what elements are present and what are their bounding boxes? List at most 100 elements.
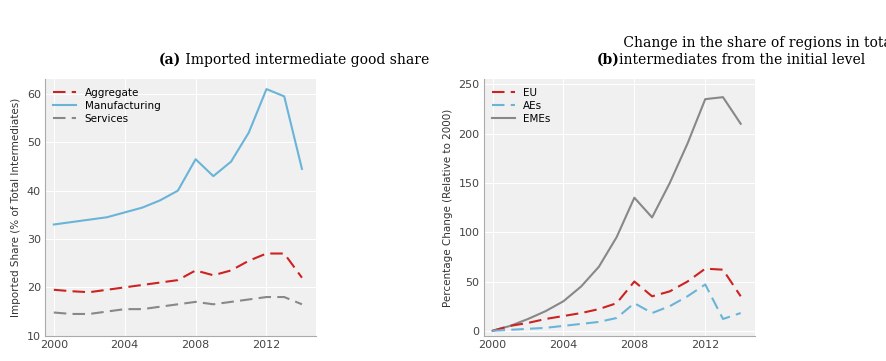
Services	[173, 302, 183, 306]
EU	[734, 294, 745, 299]
Line: Services: Services	[54, 297, 301, 314]
EMEs	[486, 329, 497, 333]
Aggregate	[155, 280, 166, 285]
EU	[504, 324, 515, 328]
AEs	[540, 326, 550, 330]
AEs	[557, 324, 568, 328]
AEs	[646, 311, 657, 315]
Manufacturing	[137, 205, 148, 210]
AEs	[610, 316, 621, 320]
Aggregate	[208, 273, 219, 278]
Line: Aggregate: Aggregate	[54, 253, 301, 292]
Aggregate	[190, 268, 201, 273]
Aggregate	[102, 288, 113, 292]
EU	[593, 307, 603, 311]
Services	[102, 309, 113, 314]
Legend: EU, AEs, EMEs: EU, AEs, EMEs	[488, 84, 553, 127]
EMEs	[734, 122, 745, 126]
Line: Manufacturing: Manufacturing	[54, 89, 301, 225]
EMEs	[522, 317, 532, 321]
Services	[120, 307, 130, 311]
EMEs	[504, 324, 515, 328]
EU	[628, 279, 639, 284]
Manufacturing	[155, 198, 166, 203]
EU	[540, 317, 550, 321]
Services	[84, 312, 95, 316]
AEs	[504, 328, 515, 332]
EU	[557, 314, 568, 318]
Y-axis label: Imported Share (% of Total Intermediates): Imported Share (% of Total Intermediates…	[12, 98, 21, 317]
Services	[137, 307, 148, 311]
Manufacturing	[102, 215, 113, 219]
AEs	[486, 329, 497, 333]
Manufacturing	[173, 188, 183, 193]
AEs	[628, 301, 639, 305]
Manufacturing	[120, 210, 130, 214]
AEs	[522, 327, 532, 331]
EU	[664, 289, 674, 293]
Services	[49, 310, 59, 315]
AEs	[717, 317, 727, 321]
AEs	[593, 320, 603, 324]
Text: (a): (a)	[158, 53, 181, 67]
Services	[243, 297, 253, 302]
AEs	[575, 322, 586, 326]
Manufacturing	[49, 222, 59, 227]
EU	[699, 266, 710, 271]
Services	[66, 312, 77, 316]
Aggregate	[173, 278, 183, 282]
Text: Imported intermediate good share: Imported intermediate good share	[181, 53, 428, 67]
Manufacturing	[208, 174, 219, 178]
Aggregate	[243, 258, 253, 263]
Text: (b): (b)	[595, 53, 618, 67]
Manufacturing	[84, 217, 95, 222]
Services	[225, 300, 236, 304]
AEs	[734, 311, 745, 315]
Aggregate	[137, 283, 148, 287]
EMEs	[557, 299, 568, 303]
Services	[278, 295, 289, 299]
Line: EMEs: EMEs	[492, 97, 740, 331]
EMEs	[575, 284, 586, 288]
Manufacturing	[66, 220, 77, 224]
EU	[646, 294, 657, 299]
Services	[155, 305, 166, 309]
Aggregate	[49, 288, 59, 292]
Text: Change in the share of regions in total
intermediates from the initial level: Change in the share of regions in total …	[618, 36, 886, 67]
EMEs	[717, 95, 727, 99]
Aggregate	[260, 251, 271, 256]
Manufacturing	[296, 167, 307, 171]
EMEs	[593, 265, 603, 269]
EU	[522, 321, 532, 325]
Services	[296, 302, 307, 306]
Line: AEs: AEs	[492, 284, 740, 331]
EMEs	[646, 215, 657, 219]
Aggregate	[225, 268, 236, 273]
AEs	[699, 282, 710, 287]
Legend: Aggregate, Manufacturing, Services: Aggregate, Manufacturing, Services	[51, 84, 163, 127]
Y-axis label: Percentage Change (Relative to 2000): Percentage Change (Relative to 2000)	[442, 108, 453, 307]
Aggregate	[296, 275, 307, 280]
AEs	[664, 304, 674, 308]
Line: EU: EU	[492, 269, 740, 331]
EMEs	[664, 181, 674, 185]
EMEs	[681, 141, 692, 145]
AEs	[681, 294, 692, 299]
EMEs	[610, 235, 621, 239]
EU	[486, 329, 497, 333]
Manufacturing	[225, 160, 236, 164]
Aggregate	[278, 251, 289, 256]
EMEs	[540, 309, 550, 313]
Manufacturing	[278, 94, 289, 99]
Services	[208, 302, 219, 306]
Services	[260, 295, 271, 299]
Manufacturing	[260, 87, 271, 91]
Services	[190, 300, 201, 304]
EMEs	[699, 97, 710, 101]
Aggregate	[66, 289, 77, 293]
Aggregate	[120, 285, 130, 290]
EU	[717, 268, 727, 272]
Manufacturing	[190, 157, 201, 161]
EU	[575, 311, 586, 315]
EMEs	[628, 196, 639, 200]
